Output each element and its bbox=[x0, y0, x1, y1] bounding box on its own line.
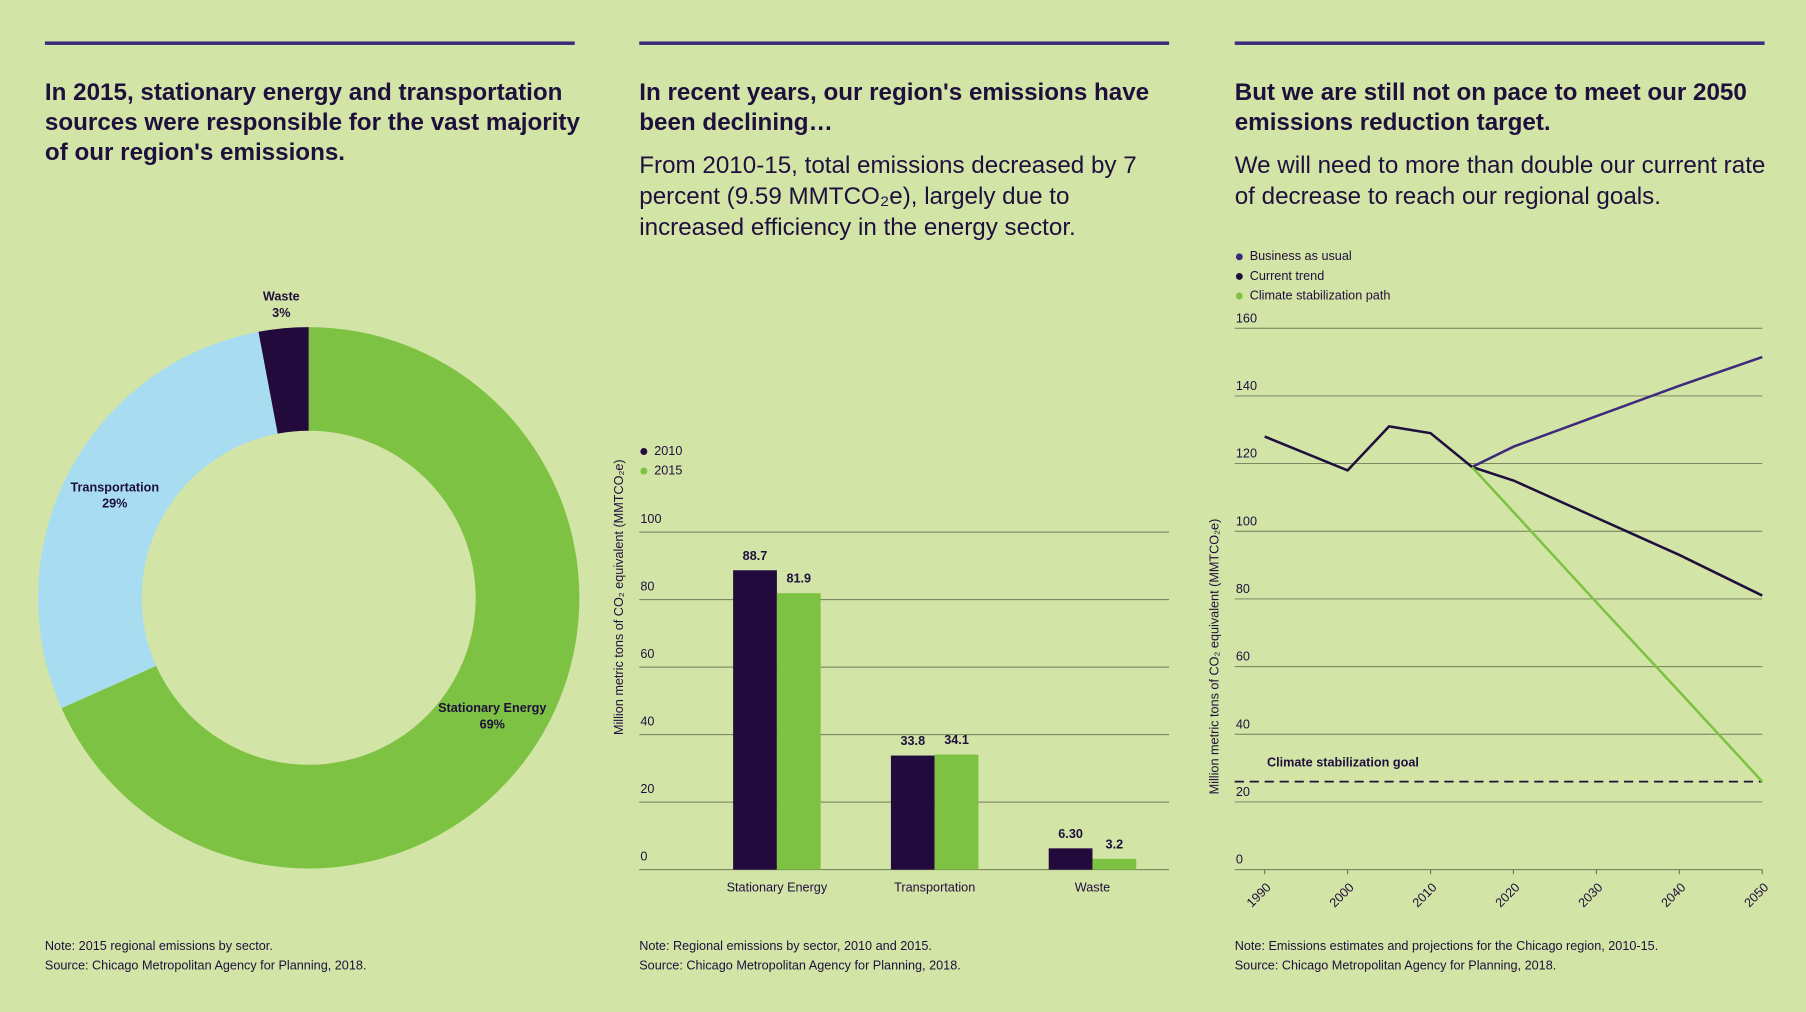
slice-label: Waste bbox=[263, 290, 300, 304]
y-tick-label: 160 bbox=[1236, 311, 1257, 325]
y-tick-label: 60 bbox=[1236, 650, 1250, 664]
value-label: 34.1 bbox=[944, 733, 969, 747]
legend-label: 2015 bbox=[654, 463, 682, 477]
slice-label: Stationary Energy bbox=[438, 701, 546, 715]
bar bbox=[1092, 858, 1137, 870]
bar bbox=[776, 593, 821, 870]
bar bbox=[890, 755, 935, 870]
rule bbox=[1234, 41, 1765, 45]
value-label: 33.8 bbox=[900, 734, 925, 748]
bar bbox=[733, 570, 777, 870]
note: Note: Emissions estimates and projection… bbox=[1235, 939, 1659, 953]
chart-subtitle: We will need to more than double our cur… bbox=[1234, 152, 1766, 210]
y-tick-label: 20 bbox=[1236, 785, 1250, 799]
x-tick-label: 2000 bbox=[1327, 880, 1357, 910]
y-tick-label: 40 bbox=[640, 714, 654, 728]
x-tick-label: 1990 bbox=[1244, 880, 1274, 910]
slice-value: 29% bbox=[102, 497, 127, 511]
line-series bbox=[1471, 355, 1763, 469]
y-tick-label: 100 bbox=[640, 512, 661, 526]
source: Source: Chicago Metropolitan Agency for … bbox=[45, 959, 367, 973]
value-label: 88.7 bbox=[743, 549, 768, 563]
legend-label: Business as usual bbox=[1250, 249, 1352, 263]
y-tick-label: 0 bbox=[640, 849, 647, 863]
bar bbox=[1048, 848, 1093, 870]
chart-title: But we are still not on pace to meet our… bbox=[1234, 79, 1747, 136]
y-tick-label: 100 bbox=[1236, 514, 1257, 528]
x-tick-label: Stationary Energy bbox=[727, 880, 828, 894]
chart-title: In 2015, stationary energy and transport… bbox=[44, 79, 580, 166]
slice-value: 69% bbox=[480, 717, 505, 731]
legend-dot bbox=[1235, 272, 1243, 280]
rule bbox=[44, 41, 575, 45]
source: Source: Chicago Metropolitan Agency for … bbox=[1235, 959, 1557, 973]
chart-subtitle: From 2010-15, total emissions decreased … bbox=[639, 152, 1137, 241]
value-label: 6.30 bbox=[1058, 827, 1083, 841]
y-axis-label: Million metric tons of CO₂ equivalent (M… bbox=[612, 459, 626, 735]
y-axis-label: Million metric tons of CO₂ equivalent (M… bbox=[1207, 519, 1221, 795]
x-tick-label: 2010 bbox=[1410, 880, 1440, 910]
legend-dot bbox=[640, 448, 648, 455]
y-tick-label: 80 bbox=[640, 579, 654, 593]
reference-label: Climate stabilization goal bbox=[1267, 756, 1419, 770]
y-tick-label: 140 bbox=[1236, 379, 1257, 393]
note: Note: 2015 regional emissions by sector. bbox=[45, 939, 273, 953]
slice-value: 3% bbox=[272, 306, 290, 320]
x-tick-label: Waste bbox=[1075, 880, 1110, 894]
x-tick-label: 2040 bbox=[1659, 880, 1689, 910]
slice-label: Transportation bbox=[70, 481, 159, 495]
y-tick-label: 120 bbox=[1236, 447, 1257, 461]
y-tick-label: 60 bbox=[640, 647, 654, 661]
y-tick-label: 80 bbox=[1236, 582, 1250, 596]
x-tick-label: 2030 bbox=[1576, 880, 1606, 910]
y-tick-label: 20 bbox=[640, 782, 654, 796]
x-tick-label: 2020 bbox=[1493, 880, 1523, 910]
legend-dot bbox=[640, 467, 648, 475]
x-tick-label: 2050 bbox=[1742, 880, 1772, 910]
source: Source: Chicago Metropolitan Agency for … bbox=[639, 959, 961, 973]
value-label: 3.2 bbox=[1106, 837, 1124, 851]
rule bbox=[639, 41, 1170, 45]
note: Note: Regional emissions by sector, 2010… bbox=[639, 939, 932, 953]
legend-label: 2010 bbox=[654, 444, 682, 458]
line-series bbox=[1471, 466, 1764, 783]
x-tick-label: Transportation bbox=[894, 880, 975, 894]
legend-label: Climate stabilization path bbox=[1250, 288, 1391, 302]
legend-label: Current trend bbox=[1250, 269, 1325, 283]
legend-dot bbox=[1235, 292, 1243, 300]
bar bbox=[934, 754, 979, 870]
donut-slice bbox=[38, 331, 278, 709]
y-tick-label: 0 bbox=[1236, 853, 1243, 867]
legend-dot bbox=[1235, 253, 1243, 261]
value-label: 81.9 bbox=[786, 572, 811, 586]
chart-title: In recent years, our region's emissions … bbox=[639, 79, 1150, 136]
donut-slice bbox=[258, 327, 309, 434]
y-tick-label: 40 bbox=[1236, 717, 1250, 731]
donut-slice bbox=[61, 327, 580, 869]
